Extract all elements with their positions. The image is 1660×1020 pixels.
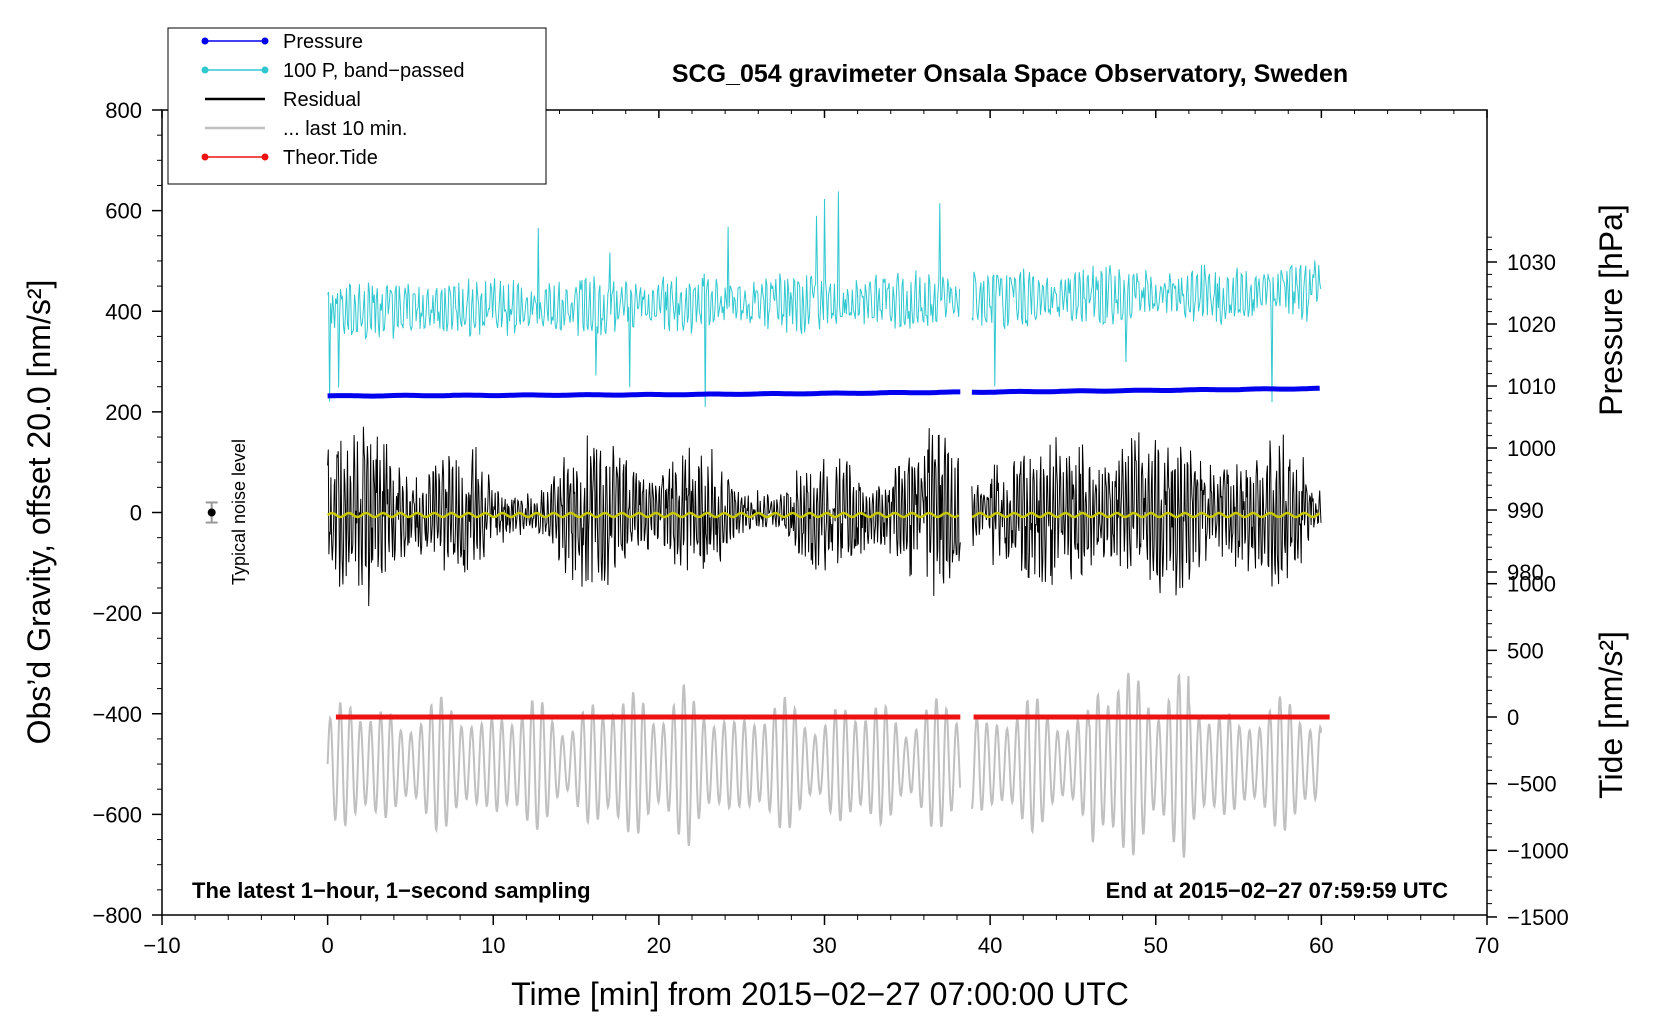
bandpassed-line-seg-0 [327,191,961,408]
y-tick-label-left: 600 [105,199,142,224]
y-tick-label-pressure: 1010 [1507,374,1556,399]
bandpassed-line-seg-1 [971,260,1322,403]
x-tick-label: 40 [978,933,1002,958]
x-tick-label: 10 [481,933,505,958]
noise-bar [205,501,218,524]
y-tick-label-tide: 0 [1507,705,1519,730]
noise-label: Typical noise level [229,439,249,585]
legend-box [167,27,547,185]
y-tick-label-pressure: 980 [1507,560,1544,585]
y-tick-label-left: −800 [92,903,142,928]
noise-point [207,508,216,517]
y-tick-label-tide: −1000 [1507,838,1569,863]
residual-line-seg-0 [327,426,961,607]
x-tick-label: 0 [322,933,334,958]
y-axis-title-pressure: Pressure [hPa] [1593,204,1629,416]
legend-label-4: Theor.Tide [283,147,378,169]
y-tick-label-left: 800 [105,98,142,123]
residual-line-seg-1 [971,432,1322,596]
legend-dot-b-0 [261,37,269,45]
legend-label-0: Pressure [283,31,363,53]
annotation-left: The latest 1−hour, 1−second sampling [192,878,591,903]
legend-label-2: Residual [283,89,361,111]
series-layer [326,191,1330,858]
y-axis-title-tide: Tide [nm/s²] [1593,631,1629,799]
y-tick-label-left: −600 [92,802,142,827]
x-tick-label: 60 [1309,933,1333,958]
legend-dot-a-4 [201,153,209,161]
y-tick-label-tide: −1500 [1507,905,1569,930]
y-tick-label-pressure: 1020 [1507,312,1556,337]
ticks-layer: −10 0 10 20 30 40 50 60 708006004002000−200−400−… [92,98,1568,958]
x-tick-label: 20 [647,933,671,958]
y-axis-title-left: Obs’d Gravity, offset 20.0 [nm/s²] [21,280,57,745]
legend-dot-b-1 [261,66,269,74]
x-axis-title: Time [min] from 2015−02−27 07:00:00 UTC [511,976,1129,1012]
x-tick-label: 50 [1144,933,1168,958]
y-tick-label-left: 200 [105,400,142,425]
x-tick-label: 70 [1475,933,1499,958]
x-tick-label: −10 [143,933,180,958]
legend: Pressure 100 P, band−passed Residual ... la… [167,27,547,185]
y-tick-label-pressure: 1000 [1507,436,1556,461]
last10-line-seg-0 [326,684,962,847]
legend-dot-a-0 [201,37,209,45]
annotation-right: End at 2015−02−27 07:59:59 UTC [1106,878,1449,903]
y-tick-label-pressure: 990 [1507,498,1544,523]
legend-label-1: 100 P, band−passed [283,60,464,82]
y-tick-label-tide: 1000 [1507,572,1556,597]
legend-label-3: ... last 10 min. [283,118,408,140]
legend-dot-a-1 [201,66,209,74]
pressure-line-seg-0 [327,389,961,399]
legend-dot-b-4 [261,153,269,161]
y-tick-label-left: −200 [92,601,142,626]
last10-line-seg-1 [970,672,1323,858]
y-tick-label-left: −400 [92,702,142,727]
y-tick-label-left: 0 [130,501,142,526]
y-tick-label-tide: −500 [1507,772,1557,797]
x-tick-label: 30 [812,933,836,958]
y-tick-label-pressure: 1030 [1507,250,1556,275]
pressure-line-seg-1 [971,385,1320,395]
tide-residual-mean-line-1 [971,511,1321,519]
tide-residual-mean-line-0 [326,511,960,519]
y-tick-label-tide: 500 [1507,638,1544,663]
chart-title: SCG_054 gravimeter Onsala Space Observat… [672,60,1348,88]
y-tick-label-left: 400 [105,299,142,324]
